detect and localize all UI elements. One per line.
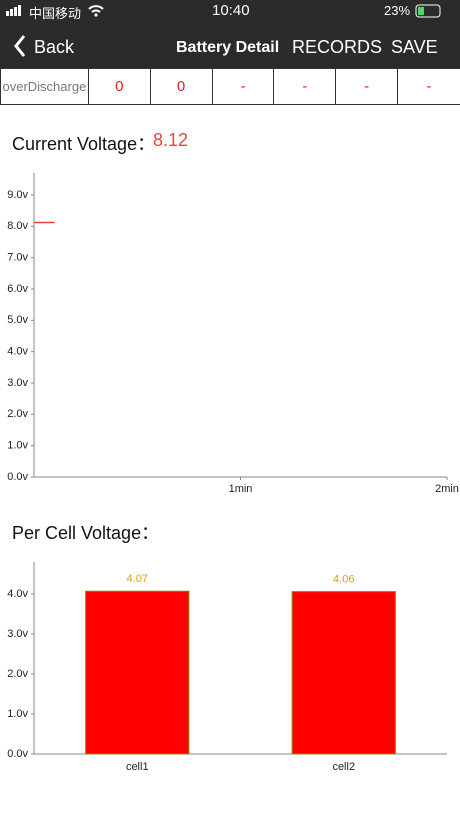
table-cell: - <box>336 69 399 104</box>
battery-level <box>418 7 424 15</box>
y-tick-label: 6.0v <box>7 283 28 295</box>
save-button[interactable]: SAVE <box>391 37 438 57</box>
y-tick-label: 2.0v <box>7 668 28 680</box>
x-tick-label: 1min <box>229 483 253 495</box>
y-tick-label: 5.0v <box>7 314 28 326</box>
y-tick-label: 3.0v <box>7 377 28 389</box>
value-label: 4.07 <box>127 573 148 585</box>
y-tick-label: 2.0v <box>7 408 28 420</box>
y-tick-label: 7.0v <box>7 252 28 264</box>
battery-icon <box>415 4 441 18</box>
page-title: Battery Detail <box>176 39 280 56</box>
battery-percent: 23% <box>384 3 411 18</box>
y-tick-label: 0.0v <box>7 748 28 760</box>
value-label: 4.06 <box>333 574 354 586</box>
wifi <box>94 13 98 17</box>
current-voltage-value: 8.12 <box>153 130 189 150</box>
y-tick-label: 1.0v <box>7 440 28 452</box>
table-cell: - <box>213 69 275 104</box>
y-tick-label: 4.0v <box>7 346 28 358</box>
y-tick-label: 3.0v <box>7 628 28 640</box>
table-cell: 0 <box>89 69 151 104</box>
header: 中国移动 10:40 23% Back Battery Detail RECOR… <box>0 0 460 68</box>
y-tick-label: 0.0v <box>7 471 28 483</box>
time: 10:40 <box>212 2 250 19</box>
x-tick-label: 2min <box>435 483 459 495</box>
current-voltage-label: Current Voltage： <box>12 134 156 154</box>
back-button[interactable]: Back <box>34 37 75 57</box>
signal <box>18 5 21 16</box>
y-tick-label: 9.0v <box>7 189 28 201</box>
per-cell-label: Per Cell Voltage： <box>12 523 160 543</box>
table-row: overDischarge 0 0- - - - <box>0 68 460 105</box>
bar <box>291 591 396 755</box>
x-tick-label: cell2 <box>332 761 355 773</box>
table-cell: - <box>426 78 432 95</box>
back-arrow[interactable] <box>14 35 26 57</box>
table-cell: 0 <box>151 69 213 104</box>
signal <box>6 11 9 16</box>
y-tick-label: 1.0v <box>7 708 28 720</box>
wifi <box>88 5 104 13</box>
carrier: 中国移动 <box>29 6 82 21</box>
signal <box>10 9 13 16</box>
y-tick-label: 4.0v <box>7 588 28 600</box>
x-tick-label: cell1 <box>126 761 149 773</box>
signal <box>14 7 17 16</box>
table-cell: - <box>274 69 337 104</box>
bar <box>85 590 190 755</box>
records-button[interactable]: RECORDS <box>292 37 383 57</box>
table-cell: overDischarge <box>0 69 89 104</box>
status-icons <box>6 4 441 57</box>
y-tick-label: 8.0v <box>7 220 28 232</box>
